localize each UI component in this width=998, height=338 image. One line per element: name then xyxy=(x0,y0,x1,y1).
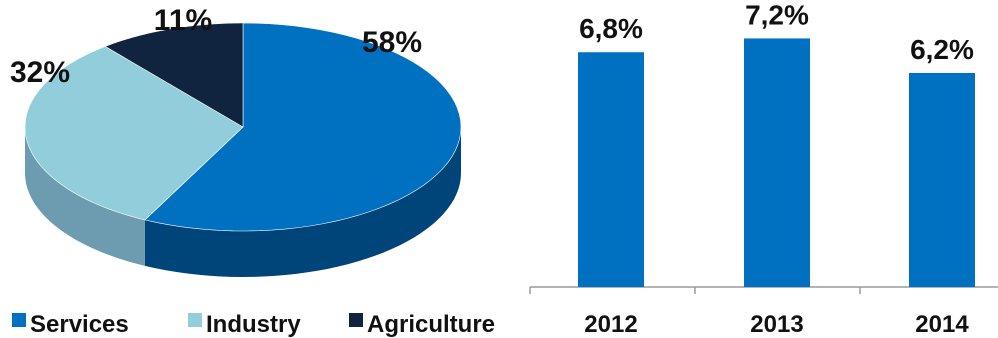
legend-swatch-services xyxy=(12,313,26,327)
bar-category-label-2014: 2014 xyxy=(915,311,969,338)
bar-category-label-2012: 2012 xyxy=(584,311,637,338)
legend-label-services: Services xyxy=(30,311,129,338)
bar-value-label-2013: 7,2% xyxy=(745,0,809,30)
bar-2014 xyxy=(909,72,975,287)
pie-slice-services xyxy=(144,22,462,232)
legend-label-industry: Industry xyxy=(206,311,301,338)
bar-value-label-2012: 6,8% xyxy=(579,13,643,44)
pie-legend: Services Industry Agriculture xyxy=(12,311,495,338)
pie-slice-agriculture xyxy=(104,22,244,128)
pie-label-services: 58% xyxy=(362,26,422,59)
legend-swatch-industry xyxy=(188,313,202,327)
bar-2012 xyxy=(578,52,644,287)
bar-value-label-2014: 6,2% xyxy=(910,34,974,65)
pie-side-services xyxy=(144,127,461,277)
pie-slice-industry xyxy=(24,46,244,221)
pie-label-agriculture: 11% xyxy=(154,4,212,37)
pie-side-industry xyxy=(25,127,145,266)
pie-label-industry: 32% xyxy=(10,56,70,89)
legend-swatch-agriculture xyxy=(349,313,363,327)
bar-category-label-2013: 2013 xyxy=(750,311,803,338)
legend-label-agriculture: Agriculture xyxy=(367,311,495,338)
bar-chart: 6,8% 2012 7,2% 2013 6,2% 2014 xyxy=(529,0,998,338)
pie-chart: 58% 32% 11% xyxy=(10,4,462,277)
bar-2013 xyxy=(744,38,810,287)
